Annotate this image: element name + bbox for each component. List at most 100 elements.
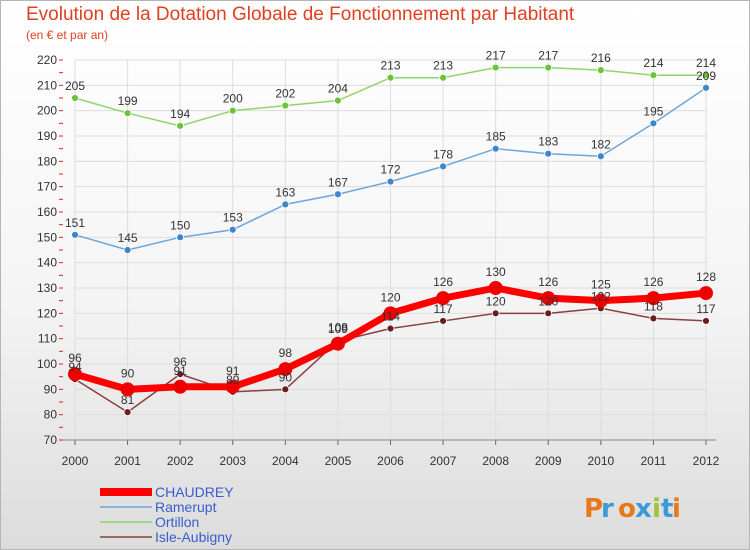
data-label: 120: [380, 290, 400, 304]
data-label: 163: [275, 185, 295, 199]
y-tick-label: 160: [37, 205, 57, 219]
data-point: [386, 324, 395, 333]
data-point: [176, 121, 185, 130]
data-point: [491, 63, 500, 72]
legend-label: Ramerupt: [155, 499, 217, 515]
data-label: 98: [279, 346, 293, 360]
data-point: [544, 63, 553, 72]
data-label: 91: [173, 364, 187, 378]
data-label: 81: [121, 393, 135, 407]
y-tick-label: 220: [37, 53, 57, 67]
data-point: [702, 71, 710, 80]
x-tick-label: 2001: [114, 454, 141, 468]
data-point: [544, 149, 553, 158]
x-tick-label: 2011: [641, 454, 667, 468]
data-point: [176, 370, 185, 379]
y-tick-label: 200: [37, 104, 57, 118]
data-label: 209: [696, 69, 716, 83]
data-point: [702, 317, 710, 325]
data-label: 96: [68, 351, 82, 365]
data-point: [702, 83, 710, 92]
data-point: [68, 367, 82, 382]
data-label: 117: [434, 302, 453, 316]
logo-letter: x: [635, 494, 652, 524]
data-label: 114: [381, 310, 400, 324]
x-tick-label: 2005: [325, 454, 352, 468]
y-tick-label: 120: [37, 306, 57, 320]
data-point: [596, 66, 605, 75]
y-tick-label: 110: [38, 332, 57, 346]
chart-subtitle: (en € et par an): [26, 28, 109, 42]
data-point: [699, 286, 713, 301]
data-label: 195: [643, 104, 663, 118]
data-label: 117: [696, 302, 715, 316]
x-tick-label: 2006: [377, 454, 404, 468]
data-point: [491, 309, 500, 318]
data-point: [439, 162, 447, 171]
axes: 7080901001101201301401501601701801902002…: [37, 53, 720, 468]
data-point: [334, 96, 342, 105]
data-point: [71, 94, 79, 102]
data-label: 182: [591, 137, 611, 151]
data-label: 213: [380, 59, 400, 73]
data-label: 90: [121, 366, 135, 380]
data-label: 150: [170, 218, 190, 232]
data-label: 217: [538, 49, 558, 63]
data-label: 178: [433, 147, 453, 161]
data-point: [123, 408, 132, 417]
data-point: [173, 379, 188, 394]
data-label: 108: [328, 321, 348, 335]
data-point: [330, 336, 345, 351]
x-tick-label: 2000: [62, 454, 89, 468]
y-tick-label: 170: [37, 180, 57, 194]
x-tick-label: 2008: [482, 454, 509, 468]
data-point: [593, 293, 608, 308]
y-tick-label: 210: [37, 78, 57, 92]
data-point: [228, 106, 237, 115]
x-tick-label: 2002: [167, 454, 194, 468]
data-label: 120: [486, 294, 506, 308]
data-point: [439, 73, 447, 82]
legend-label: Isle-Aubigny: [155, 529, 232, 545]
data-point: [649, 119, 658, 128]
data-label: 217: [486, 49, 506, 63]
y-tick-label: 140: [37, 256, 57, 270]
data-point: [439, 317, 447, 325]
data-label: 90: [279, 370, 293, 384]
data-label: 199: [118, 94, 138, 108]
data-label: 126: [643, 275, 663, 289]
data-point: [123, 246, 132, 254]
data-label: 109: [328, 322, 348, 336]
data-label: 118: [644, 299, 663, 313]
logo-letter: r: [601, 494, 614, 524]
data-point: [596, 152, 605, 161]
data-point: [646, 291, 661, 306]
x-tick-label: 2003: [219, 454, 246, 468]
x-tick-label: 2007: [430, 454, 457, 468]
data-label: 128: [696, 270, 716, 284]
data-label: 183: [538, 135, 558, 149]
data-labels: 205 199 194 200 202 204 213 213 217 217 216 214 214 1…: [65, 49, 716, 408]
data-label: 96: [173, 355, 187, 369]
data-point: [649, 314, 658, 323]
data-point: [436, 291, 451, 306]
data-label: 214: [643, 56, 663, 70]
chart-title: Evolution de la Dotation Globale de Fonc…: [26, 4, 575, 25]
x-tick-label: 2012: [693, 454, 720, 468]
data-label: 120: [538, 294, 558, 308]
data-label: 89: [226, 373, 240, 387]
y-tick-label: 190: [37, 129, 57, 143]
y-tick-label: 80: [44, 408, 58, 422]
data-point: [71, 230, 79, 239]
logo-letter: t: [661, 494, 673, 524]
y-tick-label: 180: [37, 154, 57, 168]
series-group: [68, 63, 713, 417]
data-point: [176, 233, 185, 242]
legend-label: Ortillon: [155, 514, 199, 530]
data-point: [281, 385, 290, 394]
logo-letter: i: [672, 494, 681, 524]
logo-letter: o: [618, 494, 636, 524]
data-point: [383, 306, 398, 321]
proxiti-logo: Pr o x i ti: [584, 494, 681, 524]
